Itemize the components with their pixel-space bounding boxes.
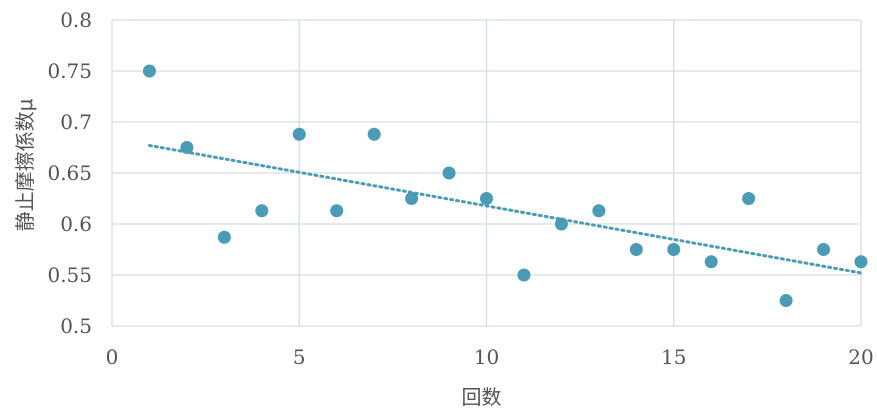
- data-point: [704, 255, 718, 269]
- data-point: [180, 141, 194, 154]
- x-tick-label: 15: [661, 345, 686, 369]
- x-tick-label: 20: [848, 345, 873, 369]
- data-point: [517, 268, 531, 282]
- y-tick-label: 0.75: [47, 59, 92, 83]
- data-point: [854, 255, 868, 269]
- x-tick-label: 5: [293, 345, 306, 369]
- data-point: [367, 127, 381, 141]
- grid-lines: [111, 19, 862, 327]
- x-axis-title: 回数: [462, 385, 502, 409]
- data-point: [480, 192, 493, 205]
- trendline-group: [147, 143, 863, 275]
- data-point: [142, 64, 156, 78]
- y-axis-title: 静止摩擦係数μ: [13, 98, 37, 231]
- data-point: [554, 217, 568, 231]
- data-point: [742, 192, 756, 205]
- x-tick-label: 0: [106, 345, 119, 369]
- y-tick-label: 0.7: [60, 110, 92, 134]
- x-tick-labels: 0 5 10 15 20: [106, 345, 874, 369]
- data-point: [667, 243, 681, 256]
- y-tick-label: 0.6: [60, 212, 92, 236]
- x-tick-label: 10: [474, 345, 499, 369]
- data-point: [442, 166, 456, 180]
- y-tick-label: 0.5: [60, 314, 92, 338]
- trendline: [147, 143, 863, 275]
- y-tick-label: 0.55: [47, 263, 92, 287]
- y-tick-label: 0.65: [47, 161, 92, 185]
- data-point: [592, 204, 606, 218]
- data-point: [779, 294, 793, 307]
- data-points: [142, 64, 868, 307]
- data-point: [255, 204, 269, 218]
- data-point: [292, 127, 306, 141]
- data-point: [217, 230, 231, 244]
- y-tick-labels: 0.5 0.55 0.6 0.65 0.7 0.75 0.8: [47, 8, 92, 338]
- data-point: [629, 243, 643, 256]
- y-tick-label: 0.8: [60, 8, 92, 32]
- data-point: [330, 204, 344, 218]
- data-point: [817, 243, 831, 256]
- data-point: [405, 192, 419, 205]
